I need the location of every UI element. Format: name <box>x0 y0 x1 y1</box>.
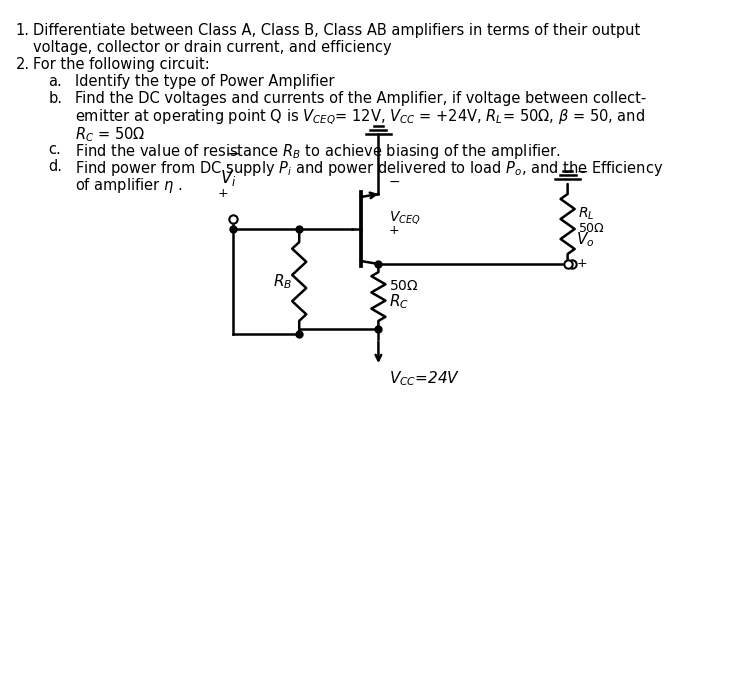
Text: $R_L$: $R_L$ <box>578 206 595 222</box>
Text: d.: d. <box>48 159 62 174</box>
Text: $R_C$ = 50$\Omega$: $R_C$ = 50$\Omega$ <box>75 125 145 144</box>
Text: −: − <box>389 175 401 189</box>
Text: emitter at operating point Q is $V_{CEQ}$= 12V, $V_{CC}$ = +24V, $R_L$= 50$\Omeg: emitter at operating point Q is $V_{CEQ}… <box>75 108 645 127</box>
Text: +: + <box>217 187 228 200</box>
Text: Identify the type of Power Amplifier: Identify the type of Power Amplifier <box>75 74 334 89</box>
Text: voltage, collector or drain current, and efficiency: voltage, collector or drain current, and… <box>34 40 392 55</box>
Text: 50$\Omega$: 50$\Omega$ <box>578 222 605 235</box>
Text: of amplifier $\eta$ .: of amplifier $\eta$ . <box>75 176 182 195</box>
Text: −: − <box>227 145 240 163</box>
Text: $R_C$: $R_C$ <box>389 292 409 311</box>
Text: For the following circuit:: For the following circuit: <box>34 57 211 72</box>
Text: $R_B$: $R_B$ <box>273 272 292 291</box>
Text: Differentiate between Class A, Class B, Class AB amplifiers in terms of their ou: Differentiate between Class A, Class B, … <box>34 23 640 38</box>
Text: +: + <box>389 224 400 237</box>
Text: $V_o$: $V_o$ <box>577 230 595 249</box>
Text: a.: a. <box>48 74 62 89</box>
Text: b.: b. <box>48 91 62 106</box>
Text: −: − <box>577 165 588 179</box>
Text: 50$\Omega$: 50$\Omega$ <box>389 280 419 293</box>
Text: Find power from DC supply $P_i$ and power delivered to load $P_o$, and the Effic: Find power from DC supply $P_i$ and powe… <box>75 159 663 178</box>
Text: $V_{CEQ}$: $V_{CEQ}$ <box>389 210 420 226</box>
Text: +: + <box>577 257 587 270</box>
Text: 2.: 2. <box>16 57 30 72</box>
Text: Find the DC voltages and currents of the Amplifier, if voltage between collect-: Find the DC voltages and currents of the… <box>75 91 646 106</box>
Text: $\dot{V}_i$: $\dot{V}_i$ <box>221 163 237 189</box>
Text: 1.: 1. <box>16 23 30 38</box>
Text: $V_{CC}$=24V: $V_{CC}$=24V <box>389 369 461 388</box>
Text: Find the value of resistance $R_B$ to achieve biasing of the amplifier.: Find the value of resistance $R_B$ to ac… <box>75 142 560 161</box>
Text: c.: c. <box>48 142 61 157</box>
